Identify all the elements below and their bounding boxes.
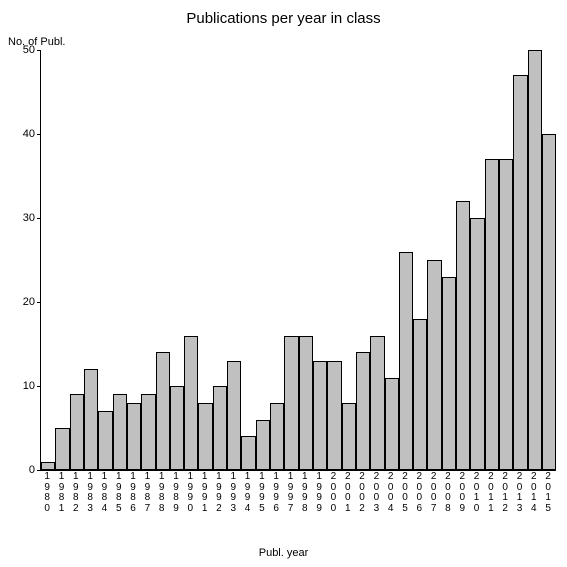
x-tick-label: 1997 <box>283 472 297 514</box>
bar <box>485 159 499 470</box>
bar <box>499 159 513 470</box>
x-tick-label: 1987 <box>140 472 154 514</box>
chart-title: Publications per year in class <box>0 10 567 27</box>
x-tick-label: 1989 <box>169 472 183 514</box>
x-tick-label: 1991 <box>197 472 211 514</box>
bar <box>327 361 341 470</box>
bar <box>342 403 356 470</box>
x-tick-label: 2014 <box>527 472 541 514</box>
bar <box>213 386 227 470</box>
y-tick-mark <box>37 50 41 51</box>
y-tick-label: 20 <box>5 296 41 308</box>
bar <box>141 394 155 470</box>
x-tick-label: 2010 <box>469 472 483 514</box>
plot-area: 01020304050 <box>40 50 556 471</box>
bar <box>299 336 313 470</box>
x-tick-label: 1998 <box>298 472 312 514</box>
bar <box>241 436 255 470</box>
x-tick-label: 2000 <box>326 472 340 514</box>
x-tick-label: 2009 <box>455 472 469 514</box>
x-tick-label: 1988 <box>155 472 169 514</box>
bar <box>41 462 55 470</box>
bar <box>442 277 456 470</box>
y-tick-label: 10 <box>5 380 41 392</box>
y-tick-mark <box>37 470 41 471</box>
y-tick-mark <box>37 134 41 135</box>
y-tick-mark <box>37 386 41 387</box>
x-tick-label: 1980 <box>40 472 54 514</box>
bar <box>198 403 212 470</box>
bar <box>98 411 112 470</box>
bar <box>513 75 527 470</box>
x-tick-label: 1993 <box>226 472 240 514</box>
bar <box>456 201 470 470</box>
bar <box>184 336 198 470</box>
x-axis-label: Publ. year <box>0 547 567 559</box>
x-tick-label: 1983 <box>83 472 97 514</box>
x-tick-label: 1985 <box>112 472 126 514</box>
bar <box>385 378 399 470</box>
x-tick-label: 1999 <box>312 472 326 514</box>
bar <box>270 403 284 470</box>
x-tick-label: 1986 <box>126 472 140 514</box>
bar <box>256 420 270 470</box>
x-tick-label: 2008 <box>441 472 455 514</box>
x-tick-label: 2011 <box>484 472 498 514</box>
chart-container: Publications per year in class No. of Pu… <box>0 0 567 567</box>
bar <box>413 319 427 470</box>
y-tick-mark <box>37 218 41 219</box>
bar <box>284 336 298 470</box>
x-tick-label: 2003 <box>369 472 383 514</box>
y-tick-label: 30 <box>5 212 41 224</box>
bar <box>113 394 127 470</box>
bar <box>156 352 170 470</box>
bar <box>427 260 441 470</box>
x-tick-label: 2004 <box>384 472 398 514</box>
bar <box>399 252 413 470</box>
x-tick-labels: 1980198119821983198419851986198719881989… <box>40 472 555 514</box>
x-tick-label: 1990 <box>183 472 197 514</box>
x-tick-label: 2005 <box>398 472 412 514</box>
y-tick-label: 50 <box>5 44 41 56</box>
bar <box>70 394 84 470</box>
y-tick-label: 40 <box>5 128 41 140</box>
y-tick-mark <box>37 302 41 303</box>
x-tick-label: 1996 <box>269 472 283 514</box>
x-tick-label: 2015 <box>541 472 555 514</box>
bar <box>356 352 370 470</box>
bar <box>528 50 542 470</box>
x-tick-label: 2012 <box>498 472 512 514</box>
x-tick-label: 1992 <box>212 472 226 514</box>
x-tick-label: 2001 <box>341 472 355 514</box>
bar <box>313 361 327 470</box>
bars-group <box>41 50 556 470</box>
x-tick-label: 1994 <box>240 472 254 514</box>
x-tick-label: 2006 <box>412 472 426 514</box>
x-tick-label: 2007 <box>426 472 440 514</box>
bar <box>170 386 184 470</box>
bar <box>55 428 69 470</box>
x-tick-label: 1984 <box>97 472 111 514</box>
x-tick-label: 1982 <box>69 472 83 514</box>
bar <box>470 218 484 470</box>
bar <box>227 361 241 470</box>
y-tick-label: 0 <box>5 464 41 476</box>
x-tick-label: 2013 <box>512 472 526 514</box>
bar <box>84 369 98 470</box>
x-tick-label: 1995 <box>255 472 269 514</box>
bar <box>542 134 556 470</box>
x-tick-label: 1981 <box>54 472 68 514</box>
x-tick-label: 2002 <box>355 472 369 514</box>
bar <box>370 336 384 470</box>
bar <box>127 403 141 470</box>
